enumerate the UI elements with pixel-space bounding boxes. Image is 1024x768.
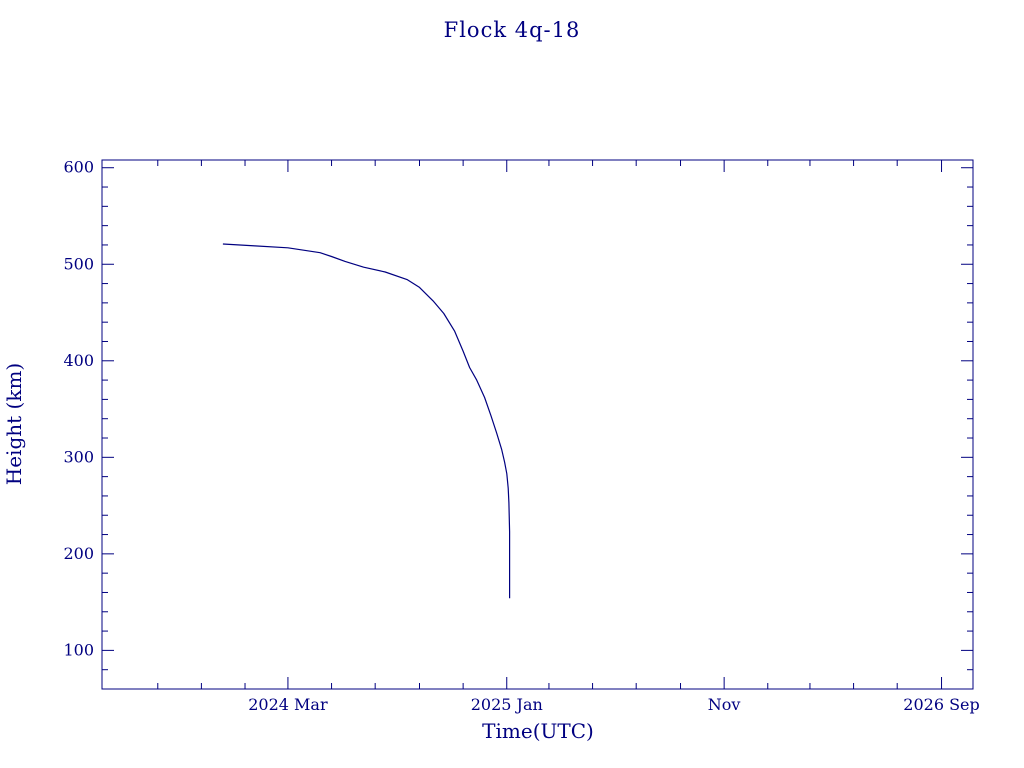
chart-title: Flock 4q-18 [444,18,581,42]
x-tick-label: 2025 Jan [471,695,543,714]
x-axis-label: Time(UTC) [482,719,594,743]
x-tick-label: 2026 Sep [903,695,979,714]
plot-area-frame [101,159,974,690]
y-tick-label: 600 [63,158,94,177]
y-tick-label: 300 [63,447,94,466]
x-tick-label: Nov [708,695,741,714]
series-line-height [222,243,511,599]
x-tick-label: 2024 Mar [248,695,328,714]
y-axis-label: Height (km) [2,363,26,485]
series-layer [222,243,511,599]
x-axis-ticks: 2024 Mar 2025 Jan Nov 2026 Sep [157,160,980,714]
y-tick-label: 500 [63,254,94,273]
y-tick-label: 100 [63,640,94,659]
y-tick-label: 200 [63,544,94,563]
y-axis-ticks: 100 200 300 400 500 600 [63,158,973,690]
y-tick-label: 400 [63,351,94,370]
